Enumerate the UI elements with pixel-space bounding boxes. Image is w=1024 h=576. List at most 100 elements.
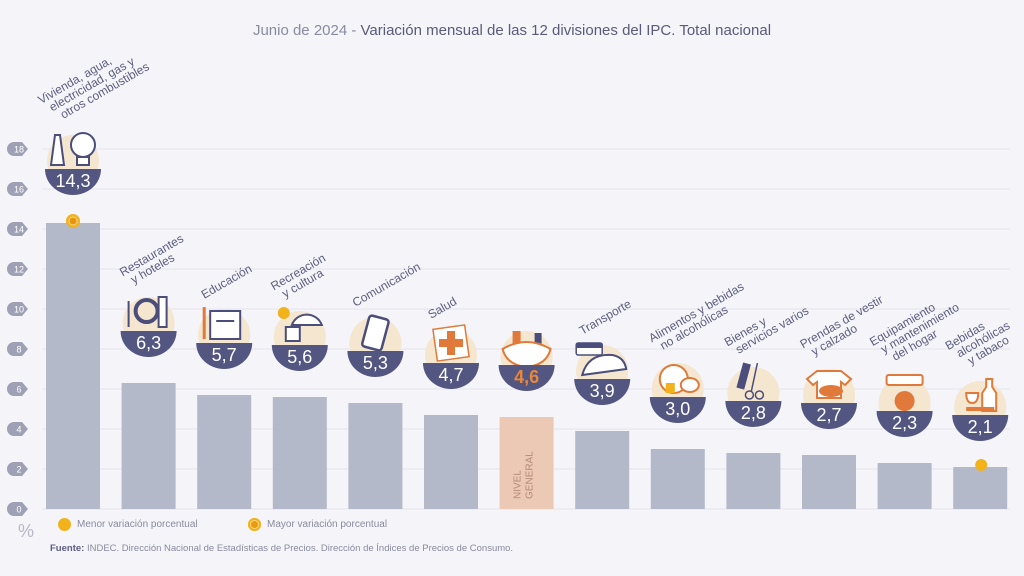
comb-scissors-icon [736, 362, 765, 400]
category-label: Educación [199, 261, 255, 301]
bar-group: 5,6 Recreacióny cultura [268, 251, 334, 509]
category-label: Transporte [577, 297, 634, 338]
bar-group: 4,7 Salud [423, 294, 479, 509]
value-label: 5,3 [363, 353, 388, 373]
bar [877, 463, 932, 509]
y-tick-label: 0 [16, 505, 21, 515]
sube-car-icon [575, 342, 628, 377]
value-badge [347, 351, 404, 378]
value-badge [498, 365, 555, 391]
source-label: Fuente: [50, 543, 85, 554]
bar [121, 383, 176, 509]
title-text: Variación mensual de las 12 divisiones d… [360, 22, 772, 39]
min-marker-icon [58, 518, 71, 531]
bar [726, 453, 781, 509]
value-label: 2,1 [968, 417, 993, 437]
highlight-bar-label: NIVEL [513, 470, 524, 499]
value-badge [952, 415, 1009, 442]
tshirt-shoe-icon [805, 370, 853, 399]
y-tick-label: 8 [16, 345, 21, 355]
value-badge [196, 343, 253, 370]
medical-cross-icon [432, 324, 470, 362]
category-label: Bienes yservicios varios [722, 293, 811, 360]
value-badge [423, 363, 479, 389]
y-tick: 14 [7, 222, 28, 236]
value-label: 2,3 [892, 413, 917, 433]
y-tick-marker [7, 462, 28, 476]
bar-group: 2,8 Bienes yservicios varios [722, 293, 811, 509]
value-label: 2,8 [741, 403, 766, 423]
y-tick-marker [7, 502, 28, 516]
y-tick-marker [7, 302, 28, 316]
y-tick-marker [7, 222, 28, 236]
bar [46, 223, 100, 509]
value-label: 5,7 [212, 345, 237, 365]
y-tick-label: 10 [14, 305, 24, 315]
y-tick-label: 12 [14, 265, 24, 275]
min-marker [975, 459, 988, 471]
y-tick: 6 [7, 382, 28, 396]
category-label-line: Comunicación [350, 259, 423, 309]
bar [348, 403, 403, 509]
y-tick: 0 [7, 502, 28, 516]
y-tick-marker [7, 142, 28, 156]
value-label: 14,3 [55, 171, 90, 191]
wine-bottle-icon [965, 378, 998, 412]
value-label: 4,7 [438, 365, 463, 385]
bar [575, 431, 630, 509]
max-marker-core [68, 216, 78, 226]
bar-group: 5,7 Educación [196, 261, 254, 509]
notebook-icon [202, 307, 242, 340]
legend-min: Menor variación porcentual [58, 518, 198, 531]
category-label: Restaurantesy hoteles [117, 231, 192, 289]
legend-max: Mayor variación porcentual [248, 518, 387, 531]
y-tick-marker [7, 382, 28, 396]
bar [650, 449, 705, 509]
y-tick-label: 6 [16, 385, 21, 395]
value-label: 3,9 [590, 381, 615, 401]
value-badge [876, 411, 933, 438]
bar-group: 5,3 Comunicación [347, 259, 423, 509]
y-tick: 16 [7, 182, 28, 196]
bar-group: 6,3 Restaurantesy hoteles [117, 231, 192, 509]
category-label: Recreacióny cultura [268, 251, 334, 304]
chart-title: Junio de 2024 - Variación mensual de las… [0, 22, 1024, 39]
bar [499, 417, 554, 509]
bar-group: 2,7 Prendas de vestiry calzado [798, 292, 885, 509]
value-label: 5,6 [287, 347, 312, 367]
y-tick-marker [7, 422, 28, 436]
y-tick-marker [7, 182, 28, 196]
y-tick-label: 18 [14, 145, 24, 155]
y-tick-label: 2 [16, 465, 21, 475]
value-label: 3,0 [665, 399, 690, 419]
house-utilities-icon [49, 132, 96, 166]
bar-group: 3,9 Transporte [574, 297, 634, 509]
bar [424, 415, 478, 509]
bar-group: NIVEL GENERAL 4,6 [498, 331, 555, 509]
category-label-line: Salud [426, 294, 460, 321]
value-label: 2,7 [816, 405, 841, 425]
value-badge [574, 379, 631, 405]
category-label: Bebidasalcohólicasy tabaco [943, 308, 1019, 374]
y-tick: 2 [7, 462, 28, 476]
appliance-icon [885, 374, 924, 411]
bar [802, 455, 856, 509]
y-axis-unit: % [18, 521, 35, 541]
y-tick-label: 16 [14, 185, 24, 195]
value-badge [725, 401, 782, 427]
highlight-bar-label: GENERAL [525, 451, 536, 499]
value-badge [649, 397, 706, 424]
source-note: Fuente: INDEC. Dirección Nacional de Est… [50, 543, 513, 554]
smartphone-icon [361, 314, 390, 352]
y-tick: 12 [7, 262, 28, 276]
legend-max-label: Mayor variación porcentual [267, 519, 388, 530]
shopping-basket-icon [501, 331, 552, 369]
y-tick-label: 4 [16, 425, 21, 435]
value-label: 4,6 [514, 367, 539, 387]
bar-group: 2,1 Bebidasalcohólicasy tabaco [943, 308, 1019, 509]
bar-chart: 0 2 4 6 8 10 12 14 16 18 14,3 Vivienda, agua,electr… [7, 39, 1019, 516]
y-tick: 18 [7, 142, 28, 156]
legend-min-label: Menor variación porcentual [77, 519, 198, 530]
category-label: Vivienda, agua,electricidad, gas yotros … [36, 39, 152, 128]
